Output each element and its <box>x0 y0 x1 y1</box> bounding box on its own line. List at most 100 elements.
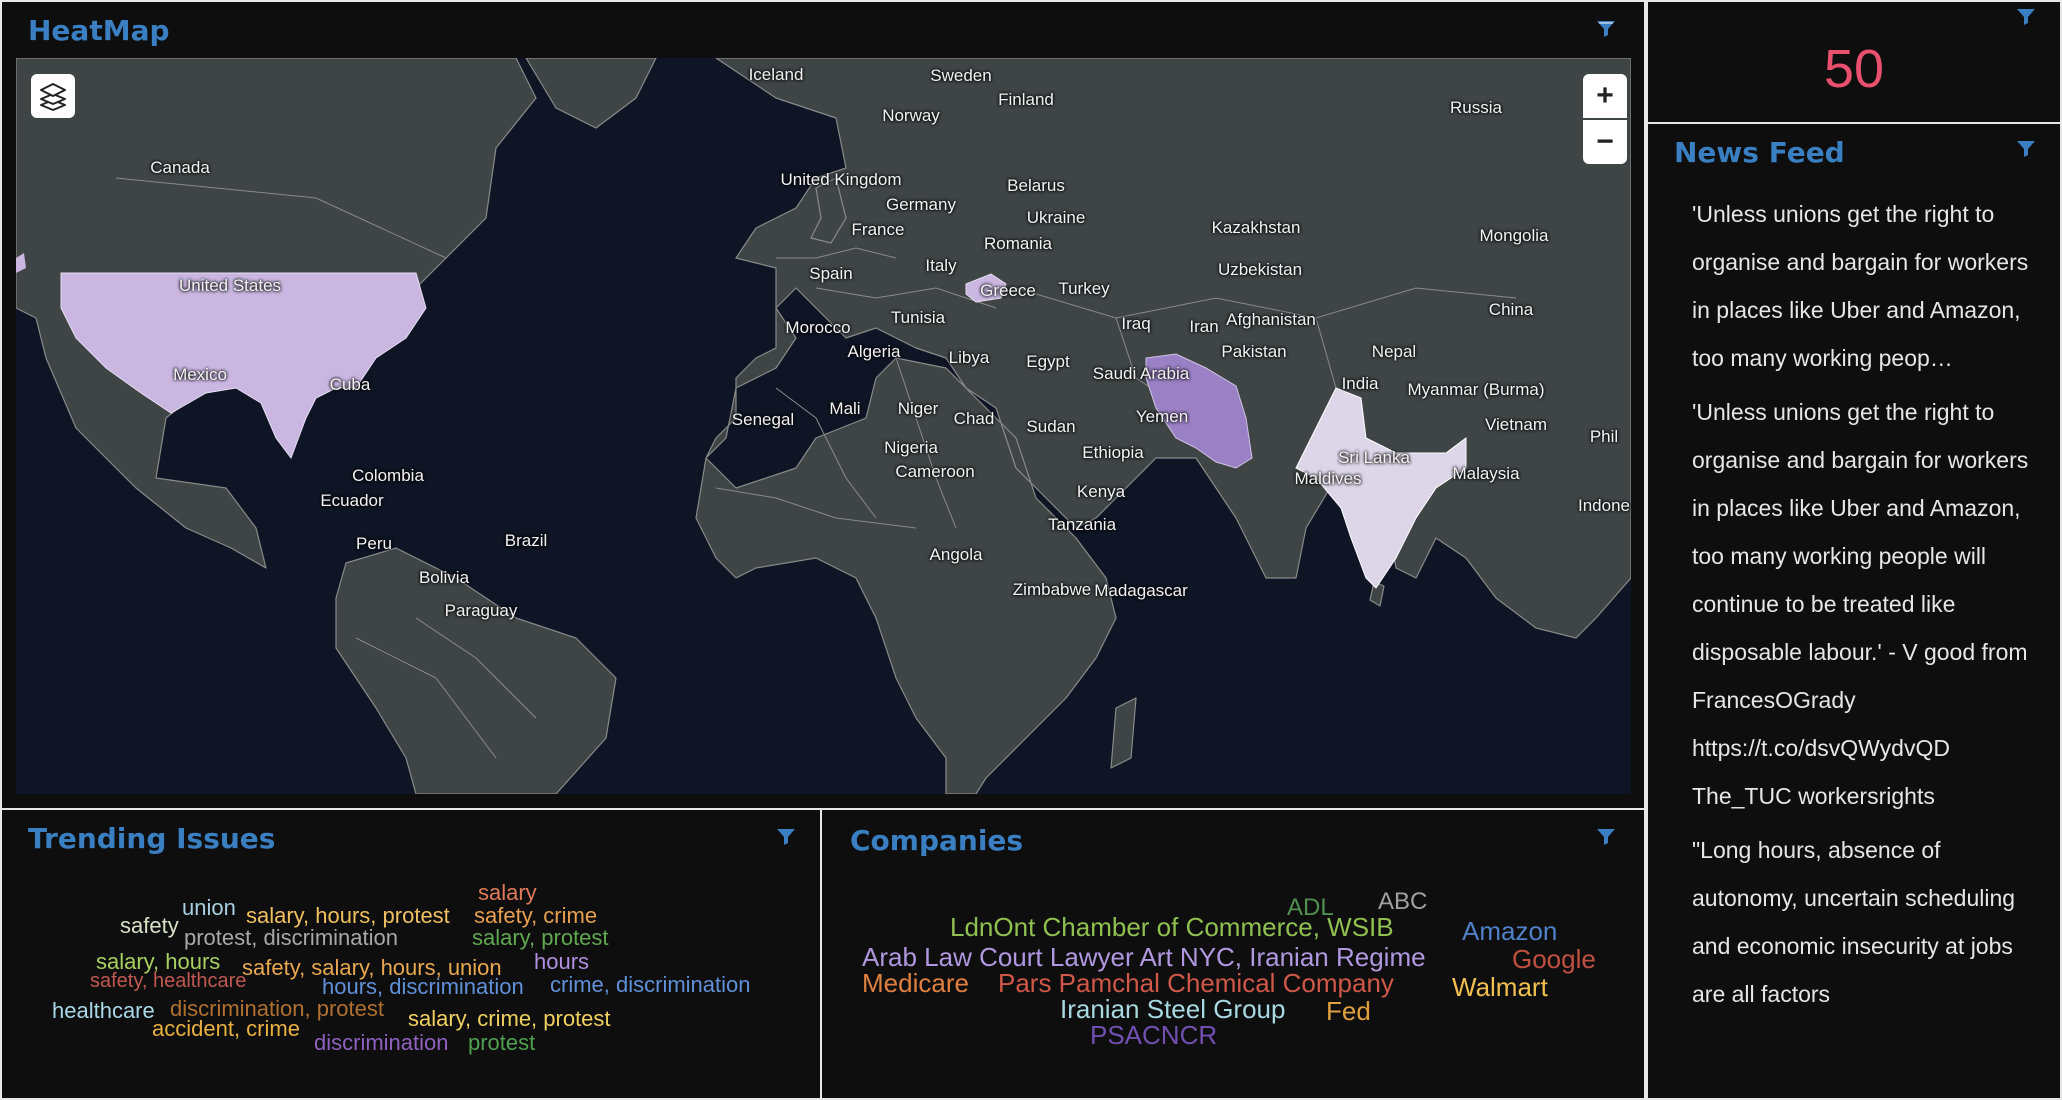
map-label: United States <box>178 276 282 295</box>
count-value: 50 <box>1823 39 1885 99</box>
map-label: Italy <box>925 256 957 275</box>
word-cloud-term[interactable]: discrimination <box>314 1030 449 1055</box>
map-label: Vietnam <box>1484 415 1548 434</box>
map-label: Yemen <box>1135 407 1189 426</box>
map-label: Phil <box>1589 427 1619 446</box>
map-label: Zimbabwe <box>1012 580 1092 599</box>
map-label: Sweden <box>930 66 992 85</box>
map-label: Kazakhstan <box>1211 218 1301 237</box>
map-label: Tanzania <box>1047 515 1117 534</box>
counter-panel: 50 <box>1646 0 2062 124</box>
map-label: Cameroon <box>895 462 975 481</box>
map-label: Norway <box>882 106 940 125</box>
map-label: France <box>851 220 905 239</box>
map-label: Brazil <box>504 531 548 550</box>
map-label: Peru <box>356 534 392 553</box>
layers-button[interactable] <box>31 74 75 118</box>
map-label: Colombia <box>352 466 424 485</box>
map-label: Turkey <box>1058 279 1110 298</box>
word-cloud-term[interactable]: salary, hours <box>96 949 221 974</box>
word-cloud-term[interactable]: PSACNCR <box>1090 1020 1218 1050</box>
word-cloud-term[interactable]: Google <box>1512 944 1596 974</box>
word-cloud-term[interactable]: salary, crime, protest <box>408 1006 611 1031</box>
word-cloud-term[interactable]: safety <box>120 913 179 938</box>
word-cloud-term[interactable]: hours, discrimination <box>322 974 524 999</box>
news-feed-panel: News Feed <box>1646 122 2062 1100</box>
map-label: Mongolia <box>1479 226 1549 245</box>
word-cloud-term[interactable]: safety, healthcare <box>90 970 247 992</box>
map-label: Spain <box>809 264 853 283</box>
word-cloud-term[interactable]: Walmart <box>1452 972 1548 1002</box>
word-cloud-term[interactable]: ABC <box>1378 888 1428 915</box>
map-label: Maldives <box>1294 469 1362 488</box>
zoom-in-button[interactable]: + <box>1583 74 1627 118</box>
map-label: Greece <box>980 281 1036 300</box>
word-cloud-term[interactable]: Fed <box>1326 996 1371 1026</box>
map-label: Myanmar (Burma) <box>1407 380 1545 399</box>
map-label: Madagascar <box>1094 581 1188 600</box>
map-label: Niger <box>897 399 939 418</box>
map-label: Russia <box>1450 98 1502 117</box>
filter-icon[interactable] <box>2016 8 2036 31</box>
map-label: Malaysia <box>1452 464 1520 483</box>
map-label: Ethiopia <box>1082 443 1144 462</box>
news-feed-list: 'Unless unions get the right to organise… <box>1692 190 2032 1024</box>
word-cloud-term[interactable]: crime, discrimination <box>550 972 751 997</box>
news-item[interactable]: 'Unless unions get the right to organise… <box>1692 201 2029 371</box>
map-label: Ecuador <box>320 491 384 510</box>
filter-icon[interactable] <box>776 828 796 851</box>
map-label: Mali <box>829 399 861 418</box>
word-cloud-term[interactable]: salary, hours, protest <box>246 903 450 928</box>
map-label: Bolivia <box>418 568 470 587</box>
map-label: Pakistan <box>1221 342 1287 361</box>
map-label: Senegal <box>731 410 795 429</box>
map-label: Romania <box>983 234 1053 253</box>
word-cloud-term[interactable]: discrimination, protest <box>170 996 384 1021</box>
map-label: Canada <box>150 158 210 177</box>
word-cloud-term[interactable]: protest, discrimination <box>184 925 398 950</box>
map-label: United Kingdom <box>780 170 902 189</box>
map-label: Indone <box>1578 496 1630 515</box>
map-label: Cuba <box>329 375 371 394</box>
map-label: Nepal <box>1371 342 1417 361</box>
word-cloud-term[interactable]: salary, protest <box>472 925 609 950</box>
map-label: Kenya <box>1076 482 1126 501</box>
word-cloud-term[interactable]: ADL <box>1287 894 1334 921</box>
map-label: Iraq <box>1121 314 1151 333</box>
word-cloud-term[interactable]: union <box>182 895 236 920</box>
map-label: Angola <box>929 545 983 564</box>
map-label: Sri Lanka <box>1338 448 1410 467</box>
world-map[interactable]: + − Iceland Sweden Finland Norway Russia Cana… <box>16 58 1631 794</box>
map-label: Ukraine <box>1026 208 1086 227</box>
word-cloud-term[interactable]: hours <box>534 949 590 974</box>
word-cloud-term[interactable]: Pars Pamchal Chemical Company <box>998 968 1394 998</box>
word-cloud-term[interactable]: Arab Law Court Lawyer Art NYC, Iranian R… <box>862 942 1426 972</box>
word-cloud-term[interactable]: Amazon <box>1462 916 1558 946</box>
filter-icon[interactable] <box>1596 20 1616 43</box>
word-cloud-term[interactable]: LdnOnt Chamber of Commerce, WSIB <box>950 912 1394 942</box>
word-cloud-term[interactable]: healthcare <box>52 998 155 1023</box>
map-label: Algeria <box>847 342 901 361</box>
news-item[interactable]: 'Unless unions get the right to organise… <box>1692 399 2029 809</box>
map-label: Libya <box>948 348 990 367</box>
map-label: Tunisia <box>890 308 946 327</box>
word-cloud-term[interactable]: safety, salary, hours, union <box>242 955 502 980</box>
word-cloud-term[interactable]: accident, crime <box>152 1016 300 1041</box>
filter-icon[interactable] <box>2016 140 2036 163</box>
word-cloud-term[interactable]: Iranian Steel Group <box>1060 994 1286 1024</box>
map-label: Nigeria <box>884 438 938 457</box>
map-label: Morocco <box>785 318 851 337</box>
word-cloud-term[interactable]: safety, crime <box>474 903 598 928</box>
filter-icon[interactable] <box>1596 828 1616 851</box>
map-label: Iran <box>1189 317 1219 336</box>
map-label: Chad <box>953 409 995 428</box>
map-label: Iceland <box>748 65 804 84</box>
word-cloud-term[interactable]: salary <box>478 880 537 905</box>
word-cloud-term[interactable]: Medicare <box>862 968 969 998</box>
news-item[interactable]: "Long hours, absence of autonomy, uncert… <box>1692 837 2016 1007</box>
map-label: Afghanistan <box>1226 310 1316 329</box>
zoom-out-button[interactable]: − <box>1583 120 1627 164</box>
romania-region <box>965 273 1007 303</box>
heatmap-title: HeatMap <box>28 14 170 47</box>
word-cloud-term[interactable]: protest <box>468 1030 536 1055</box>
